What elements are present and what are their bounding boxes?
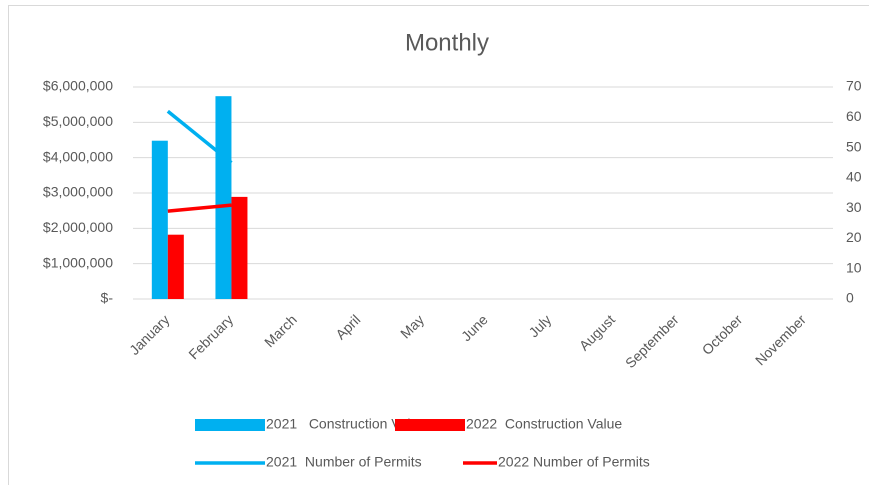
y2-tick-label: 20 [846,229,862,245]
line [166,109,233,165]
chart-title: Monthly [405,29,489,56]
y-tick-label: $5,000,000 [43,113,113,129]
legend-label: 2022 Construction Value [466,416,622,432]
y-tick-label: $4,000,000 [43,148,113,164]
chart-frame [8,5,869,485]
legend-label: 2022 Number of Permits [498,454,650,470]
y2-tick-label: 10 [846,259,862,275]
y-tick-label: $6,000,000 [43,78,113,94]
y2-tick-label: 50 [846,138,862,154]
bar [231,196,248,299]
y-tick-label: $2,000,000 [43,219,113,235]
y-tick-label: $3,000,000 [43,184,113,200]
y2-tick-label: 40 [846,169,862,185]
bar [151,140,168,299]
bar [167,234,184,299]
y2-tick-label: 70 [846,78,862,94]
line [167,203,232,213]
y-tick-label: $1,000,000 [43,254,113,270]
y-tick-label: $- [101,290,114,306]
legend-swatch [395,419,465,431]
legend-swatch [195,419,265,431]
legend-label: 2021 Number of Permits [266,454,422,470]
y2-tick-label: 60 [846,108,862,124]
y2-tick-label: 30 [846,199,862,215]
legend-label: 2021 Construction Value [266,416,426,432]
bar [215,96,232,299]
y2-tick-label: 0 [846,290,854,306]
